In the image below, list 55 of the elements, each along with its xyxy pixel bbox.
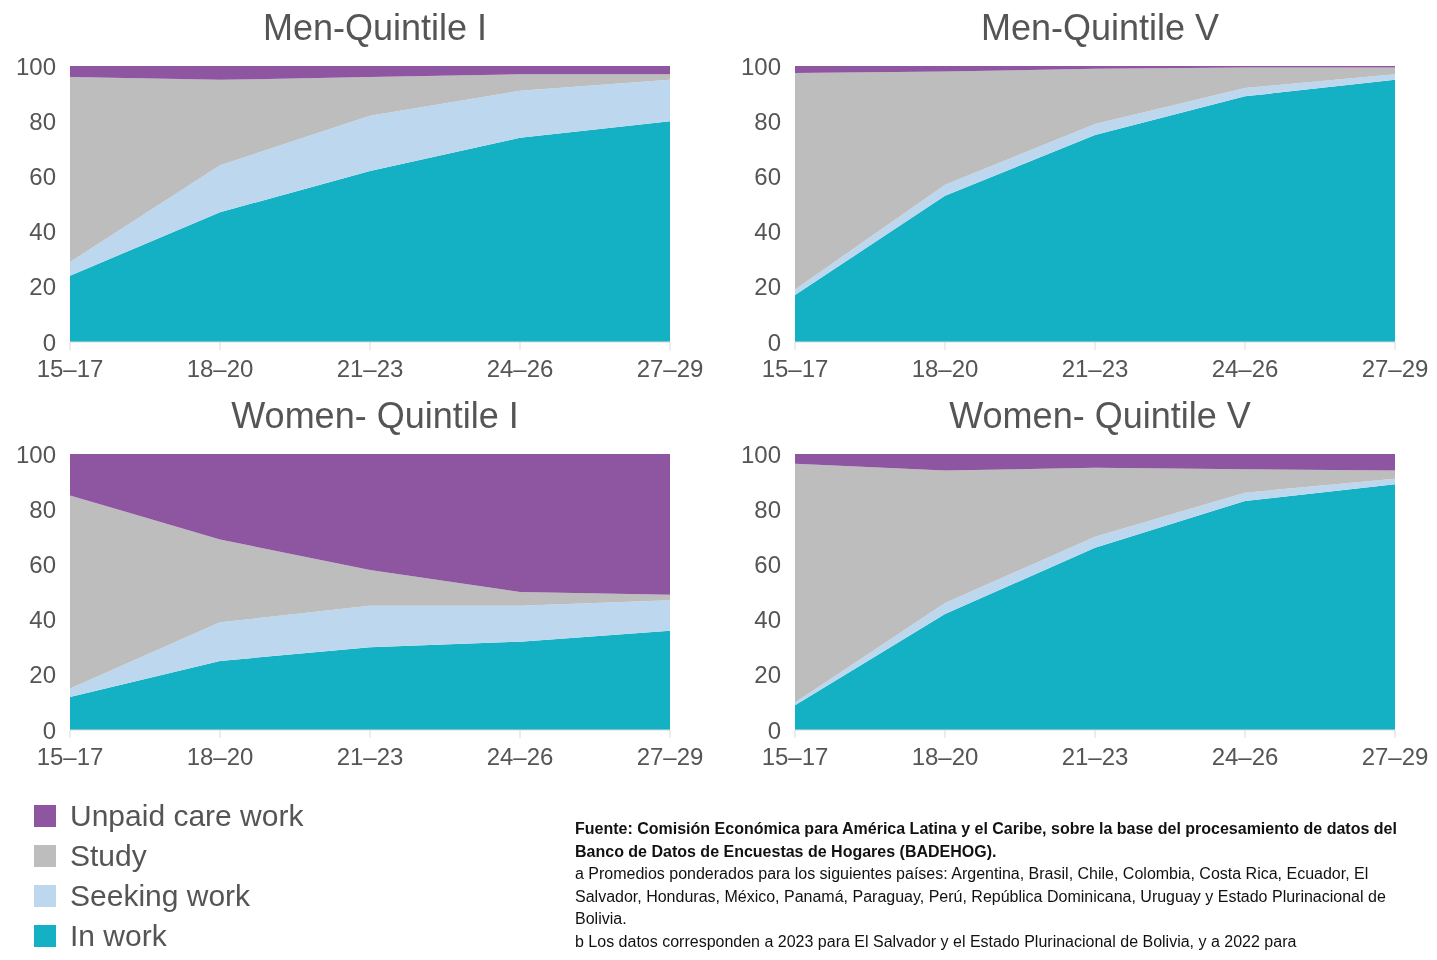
x-tick-label: 21–23 [336,743,404,771]
y-tick-label: 100 [740,52,781,80]
x-tick-label: 18–20 [186,743,254,771]
legend-label: In work [70,919,167,953]
x-tick-label: 24–26 [1211,355,1279,383]
y-tick-label: 0 [42,328,56,356]
source-note: Fuente: Comisión Económica para América Latina y el Caribe, sobre la base del procesamiento de datos del Banco de Datos de Encuestas de Hogares (BADEHOG). [575,819,1398,862]
x-tick-label: 27–29 [1361,743,1429,771]
y-tick-label: 100 [15,440,56,468]
x-tick-label: 21–23 [1061,743,1129,771]
y-tick-label: 0 [767,716,781,744]
y-tick-label: 80 [754,107,781,135]
text: b Los datos corresponden a 2023 para El Salvador y el Estado Plurinacional de Bolivia, y a 2022 para [575,931,1298,952]
legend-label: Seeking work [70,879,251,913]
y-tick-label: 20 [754,273,781,301]
legend-label: Study [70,839,147,873]
y-tick-label: 80 [754,495,781,523]
y-tick-label: 40 [754,606,781,634]
x-tick-label: 15–17 [761,355,829,383]
chart-title: Women- Quintile I [230,394,520,438]
x-tick-label: 18–20 [186,355,254,383]
x-tick-label: 15–17 [36,743,104,771]
y-tick-label: 20 [29,273,56,301]
x-tick-label: 24–26 [486,743,554,771]
x-tick-label: 27–29 [636,355,704,383]
y-tick-label: 60 [29,162,56,190]
y-tick-label: 20 [754,661,781,689]
x-tick-label: 27–29 [1361,355,1429,383]
x-tick-label: 18–20 [911,743,979,771]
y-tick-label: 60 [754,162,781,190]
y-tick-label: 100 [740,440,781,468]
y-tick-label: 40 [29,218,56,246]
chart-title: Men-Quintile V [979,6,1221,50]
y-tick-label: 0 [767,328,781,356]
x-tick-label: 18–20 [911,355,979,383]
text: a Promedios ponderados para los siguientes países: Argentina, Brasil, Chile, Colombia, Costa Rica, Ecuador, El Salvador, Honduras, México, Panamá, Paraguay, Perú, República Dominicana, Uruguay y Estado Plurinacional de Bolivia. [575,864,1387,929]
x-tick-label: 21–23 [1061,355,1129,383]
y-tick-label: 40 [754,218,781,246]
y-tick-label: 80 [29,495,56,523]
x-tick-label: 15–17 [36,355,104,383]
y-tick-label: 80 [29,107,56,135]
x-tick-label: 24–26 [1211,743,1279,771]
x-tick-label: 15–17 [761,743,829,771]
x-tick-label: 21–23 [336,355,404,383]
y-tick-label: 40 [29,606,56,634]
y-tick-label: 100 [15,52,56,80]
y-tick-label: 0 [42,716,56,744]
chart-title: Men-Quintile I [261,6,489,50]
y-tick-label: 60 [754,550,781,578]
y-tick-label: 20 [29,661,56,689]
chart-title: Women- Quintile V [948,394,1252,438]
x-tick-label: 24–26 [486,355,554,383]
y-tick-label: 60 [29,550,56,578]
legend-label: Unpaid care work [70,799,304,833]
x-tick-label: 27–29 [636,743,704,771]
